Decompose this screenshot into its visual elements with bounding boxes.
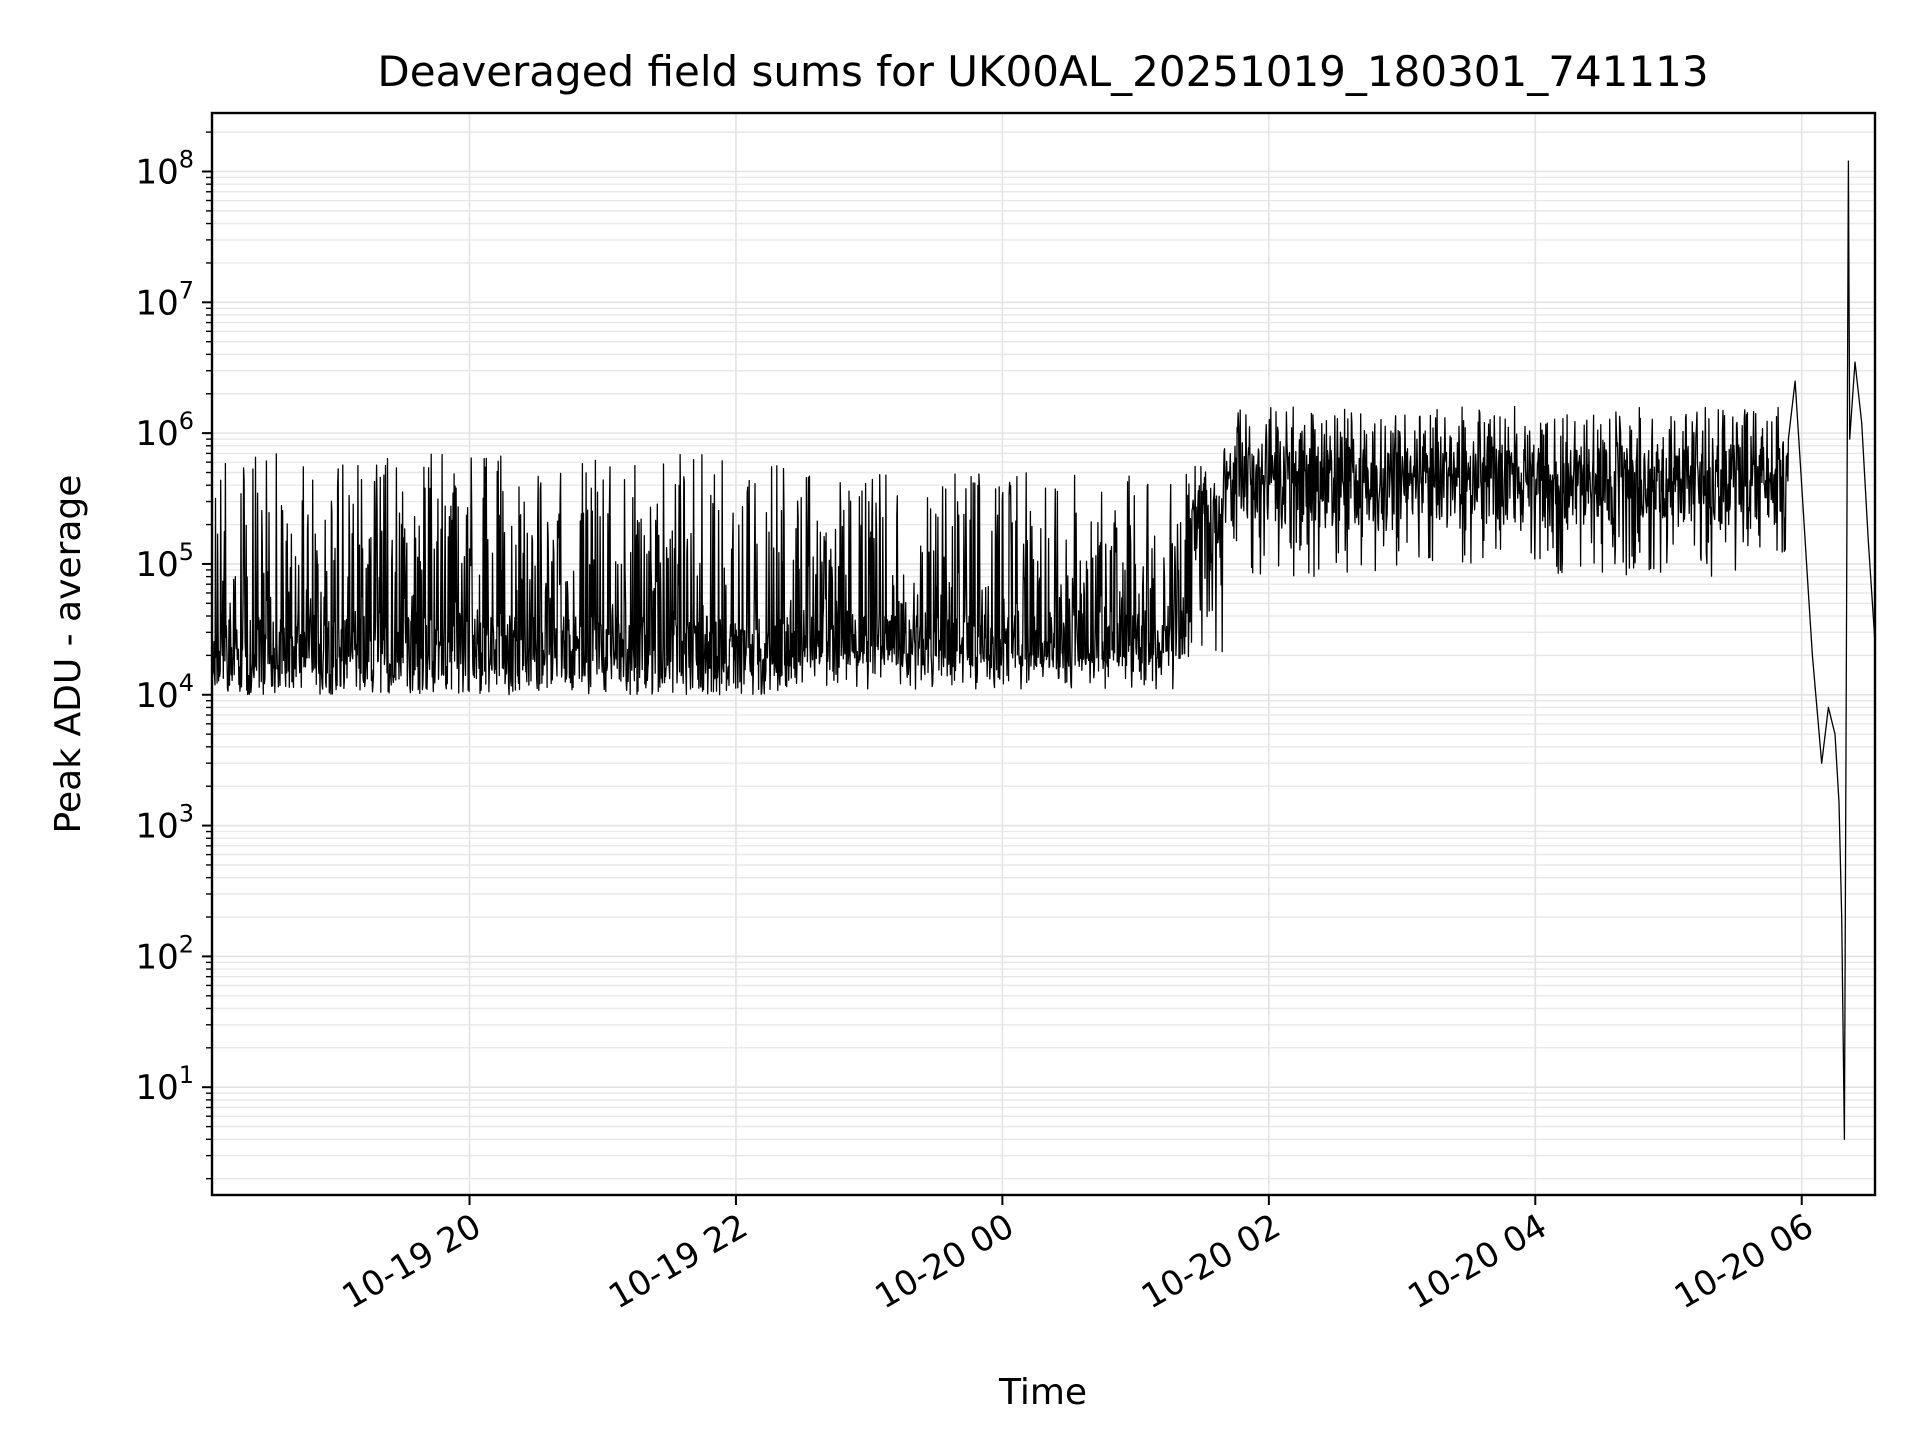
y-tick-label: 101 bbox=[135, 1061, 194, 1108]
x-tick-label: 10-20 00 bbox=[869, 1206, 1021, 1317]
y-tick-label: 103 bbox=[135, 800, 194, 847]
x-tick-label: 10-20 04 bbox=[1401, 1206, 1553, 1317]
y-tick-label: 105 bbox=[135, 538, 194, 585]
y-axis-label: Peak ADU - average bbox=[48, 475, 89, 834]
x-tick-label: 10-20 02 bbox=[1135, 1206, 1287, 1317]
plot-area-frame bbox=[210, 111, 1877, 1197]
x-tick-label: 10-20 06 bbox=[1668, 1206, 1820, 1317]
x-axis-label: Time bbox=[998, 1372, 1087, 1413]
y-tick-label: 102 bbox=[135, 930, 194, 977]
chart-title: Deaveraged field sums for UK00AL_2025101… bbox=[377, 47, 1708, 96]
x-tick-label: 10-19 22 bbox=[602, 1206, 754, 1317]
series-layer bbox=[211, 160, 1876, 1140]
y-tick-label: 107 bbox=[135, 276, 194, 323]
y-tick-label: 106 bbox=[135, 407, 194, 454]
series-line-peak-adu bbox=[211, 160, 1876, 1140]
x-tick-label: 10-19 20 bbox=[336, 1206, 488, 1317]
y-tick-label: 104 bbox=[135, 669, 194, 716]
y-tick-label: 108 bbox=[135, 145, 194, 192]
